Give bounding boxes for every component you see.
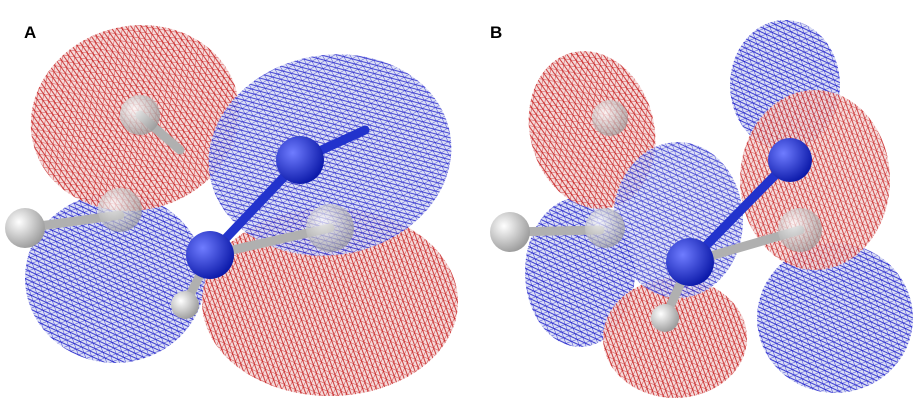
panel-label: A <box>24 23 36 42</box>
atom <box>768 138 812 182</box>
panel-label: B <box>490 23 502 42</box>
atom <box>5 208 45 248</box>
panel-b: B <box>490 20 913 398</box>
atom <box>490 212 530 252</box>
atom <box>171 291 199 319</box>
atom <box>585 208 625 248</box>
atom <box>98 188 142 232</box>
panel-a: A <box>5 2 468 396</box>
atom <box>186 231 234 279</box>
atom <box>276 136 324 184</box>
atom <box>778 208 822 252</box>
atom <box>592 100 628 136</box>
atom <box>306 204 354 252</box>
atom <box>666 238 714 286</box>
atom <box>651 304 679 332</box>
atom <box>120 95 160 135</box>
orbital-figure: A B <box>0 0 920 401</box>
